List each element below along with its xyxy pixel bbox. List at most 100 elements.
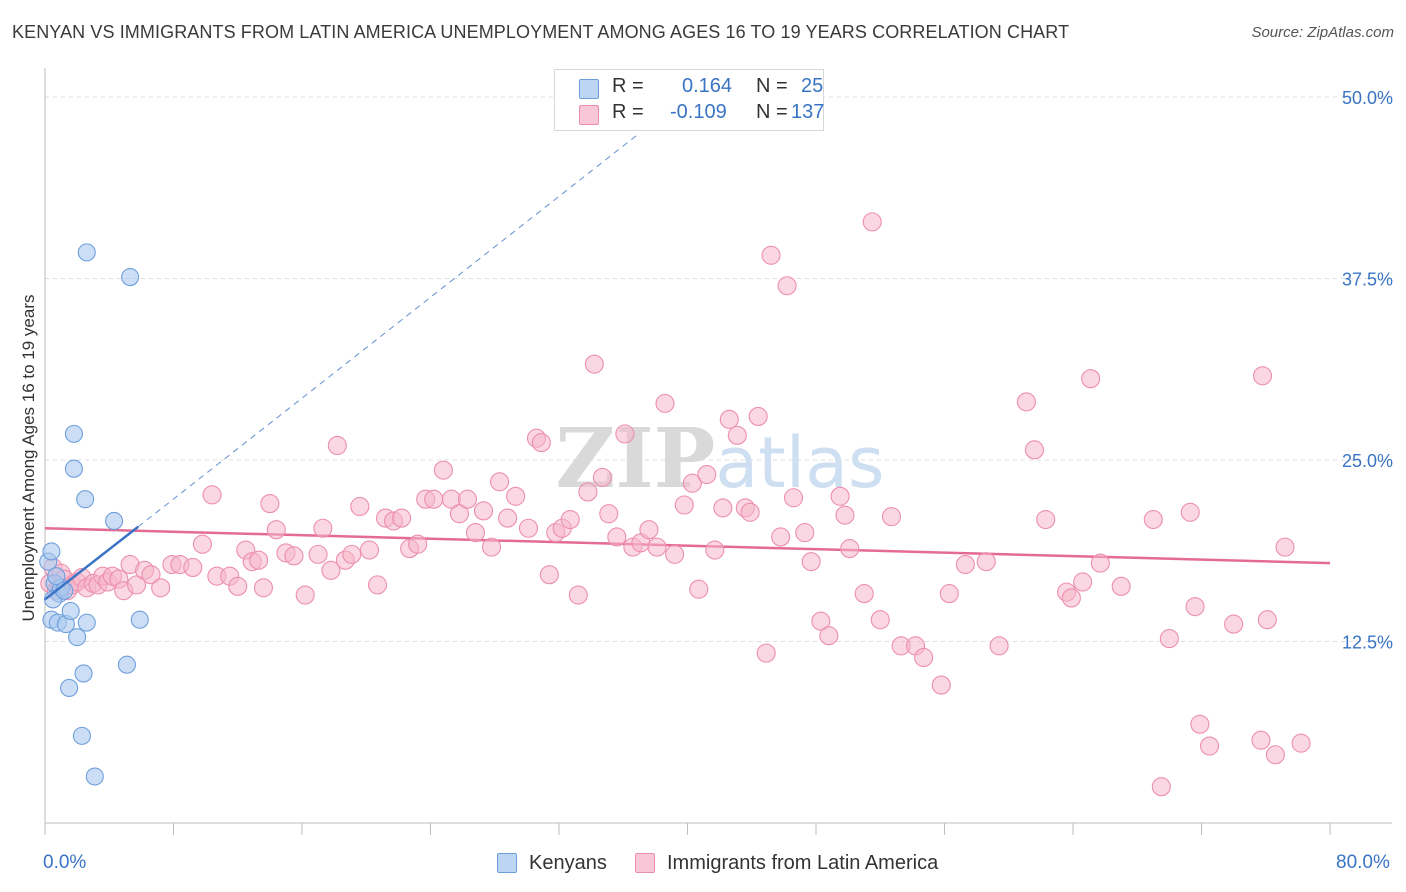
latin-point xyxy=(424,489,444,509)
y-tick-labels: 12.5% 25.0% 37.5% 50.0% xyxy=(1342,88,1393,653)
latin-point xyxy=(457,489,477,509)
legend-swatch-latin xyxy=(579,105,599,125)
kenyan-point xyxy=(72,726,91,745)
latin-point xyxy=(481,537,502,557)
latin-point xyxy=(881,507,902,527)
latin-point xyxy=(295,585,315,605)
latin-point xyxy=(228,576,248,596)
latin-point xyxy=(327,435,347,456)
bottom-label-latin: Immigrants from Latin America xyxy=(667,852,939,874)
stats-legend: R = 0.164 N = 25 R = -0.109 N = 137 xyxy=(554,69,824,131)
latin-point xyxy=(350,496,370,517)
legend-r-label: R = xyxy=(612,75,644,97)
kenyan-point xyxy=(68,628,87,647)
y-tick-label: 25.0% xyxy=(1342,451,1393,471)
latin-point xyxy=(1090,553,1110,573)
latin-point xyxy=(955,554,975,575)
latin-point xyxy=(777,276,797,296)
kenyan-point xyxy=(130,610,149,629)
kenyan-point xyxy=(47,567,66,586)
latin-point xyxy=(531,433,551,453)
kenyan-point xyxy=(60,678,79,698)
latin-point xyxy=(473,501,494,521)
latin-point xyxy=(835,505,855,525)
latin-point xyxy=(1224,614,1244,634)
latin-point xyxy=(748,406,768,426)
latin-point xyxy=(141,565,161,585)
latin-point xyxy=(1185,597,1205,617)
legend-n-label: N = xyxy=(756,101,788,123)
latin-point xyxy=(408,534,428,554)
latin-point xyxy=(584,354,604,374)
latin-point xyxy=(560,509,580,530)
latin-point xyxy=(697,464,717,485)
kenyan-trend-layer xyxy=(44,132,640,601)
kenyan-point xyxy=(77,613,96,632)
latin-point xyxy=(342,544,362,564)
latin-point xyxy=(1111,576,1131,596)
latin-point xyxy=(740,502,760,522)
latin-point xyxy=(830,486,850,506)
kenyan-point xyxy=(64,459,83,478)
latin-point xyxy=(1257,610,1277,630)
latin-point xyxy=(1291,733,1311,753)
latin-point xyxy=(771,527,791,547)
latin-point xyxy=(1081,369,1101,389)
axis-layer xyxy=(44,68,1392,835)
kenyan-point xyxy=(85,767,104,786)
latin-point xyxy=(568,585,588,605)
latin-point xyxy=(795,523,815,543)
latin-point xyxy=(1252,366,1273,386)
trend-layer xyxy=(44,526,1331,565)
latin-point xyxy=(1265,745,1285,765)
chart-title: KENYAN VS IMMIGRANTS FROM LATIN AMERICA … xyxy=(12,22,1070,42)
latin-point xyxy=(1275,537,1295,557)
latin-point xyxy=(539,565,559,585)
latin-point xyxy=(639,520,659,540)
latin-point xyxy=(313,518,333,538)
latin-point xyxy=(1016,392,1036,412)
latin-point xyxy=(665,544,685,564)
kenyan-points xyxy=(39,243,149,786)
kenyan-point xyxy=(77,243,96,262)
kenyan-trend-line xyxy=(44,525,139,601)
latin-point xyxy=(321,560,341,580)
legend-r-label: R = xyxy=(612,101,644,123)
y-tick-label: 50.0% xyxy=(1342,88,1393,108)
y-tick-label: 37.5% xyxy=(1342,270,1393,290)
legend-r-value: -0.109 xyxy=(670,101,727,123)
y-axis-label: Unemployment Among Ages 16 to 19 years xyxy=(19,294,38,622)
latin-point xyxy=(249,550,269,570)
latin-point xyxy=(1143,509,1163,530)
latin-point xyxy=(1190,714,1210,734)
kenyan-point xyxy=(74,664,93,683)
latin-point xyxy=(939,584,959,604)
x-tick-label-min: 0.0% xyxy=(43,852,87,873)
latin-point xyxy=(976,552,996,572)
latin-point xyxy=(713,498,733,518)
latin-point xyxy=(819,626,839,646)
latin-point xyxy=(392,508,412,528)
latin-point xyxy=(811,611,831,631)
latin-point xyxy=(253,578,274,598)
chart-source: Source: ZipAtlas.com xyxy=(1251,24,1394,41)
bottom-swatch-latin xyxy=(635,853,655,873)
legend-n-value: 25 xyxy=(801,75,824,97)
latin-point xyxy=(705,540,725,560)
latin-point xyxy=(607,527,627,547)
latin-point xyxy=(647,537,667,557)
latin-point xyxy=(989,636,1009,656)
latin-point xyxy=(127,575,147,595)
bottom-swatch-kenyans xyxy=(497,853,517,873)
latin-point xyxy=(655,393,675,413)
kenyan-point xyxy=(117,655,136,674)
latin-point xyxy=(1151,777,1171,797)
latin-point xyxy=(449,504,469,524)
latin-point xyxy=(761,245,781,265)
latin-points xyxy=(40,212,1311,797)
latin-point xyxy=(183,557,203,577)
x-tick-label-max: 80.0% xyxy=(1336,852,1390,873)
latin-point xyxy=(870,610,890,630)
kenyan-trend-extension xyxy=(137,132,640,528)
